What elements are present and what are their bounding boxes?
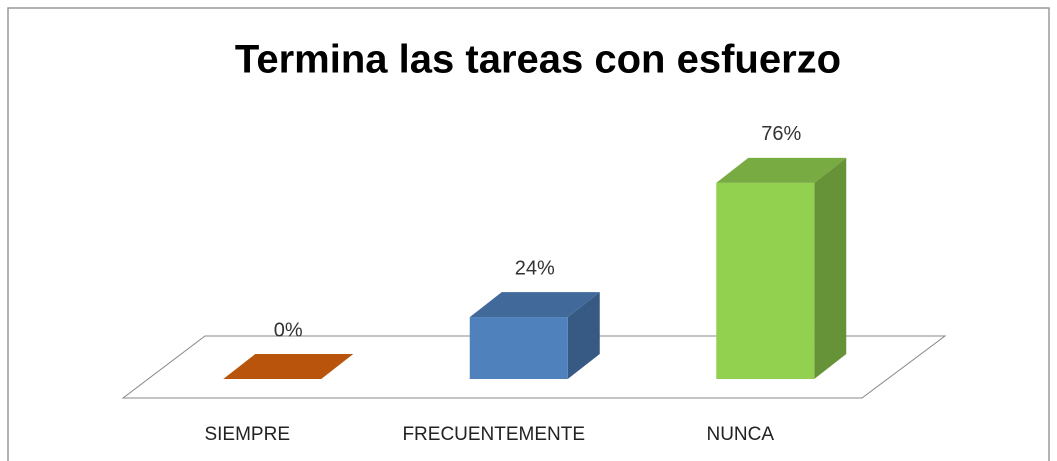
- bar: [469, 292, 600, 379]
- value-label: 0%: [274, 319, 303, 341]
- x-tick-label: NUNCA: [706, 424, 774, 445]
- bar-front: [716, 182, 815, 379]
- bar: [223, 354, 354, 379]
- value-label: 24%: [515, 257, 555, 279]
- bar-top: [469, 292, 600, 318]
- bar-top: [716, 157, 847, 183]
- bar-side: [814, 157, 847, 379]
- chart-title: Termina las tareas con esfuerzo: [235, 38, 841, 82]
- bar-side: [567, 292, 600, 379]
- x-tick-label: SIEMPRE: [204, 424, 290, 445]
- x-tick-label: FRECUENTEMENTE: [402, 424, 585, 445]
- bar: [716, 157, 847, 379]
- bar-top: [223, 354, 354, 379]
- value-label: 76%: [761, 123, 801, 145]
- bar-front: [469, 317, 568, 379]
